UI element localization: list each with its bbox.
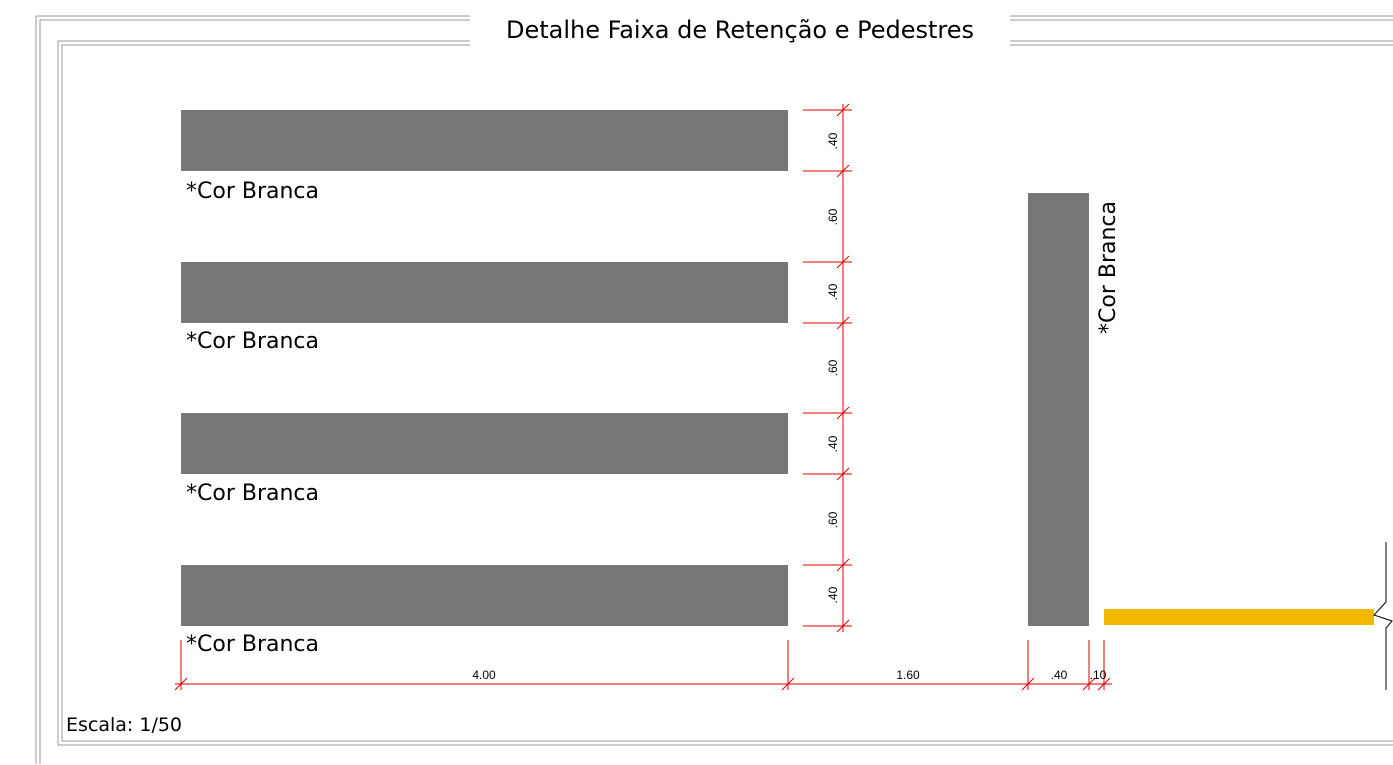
- dim-label-v5: .40: [826, 435, 840, 452]
- crosswalk-stripe-3: [181, 413, 788, 474]
- curb: [1104, 609, 1374, 625]
- dim-label-v4: .60: [826, 359, 840, 376]
- stripe-label-3: *Cor Branca: [186, 481, 319, 506]
- break-line: [1373, 542, 1393, 690]
- dim-label-retention-width: .40: [1051, 668, 1068, 682]
- dim-label-stripe-length: 4.00: [472, 668, 496, 682]
- stripe-label-2: *Cor Branca: [186, 329, 319, 354]
- dim-label-gap: 1.60: [896, 668, 920, 682]
- dim-label-v7: .40: [826, 586, 840, 603]
- retention-label: *Cor Branca: [1096, 201, 1121, 334]
- dim-label-v1: .40: [826, 132, 840, 149]
- crosswalk-stripe-4: [181, 565, 788, 626]
- horizontal-dimension-labels: 4.00 1.60 .40 .10: [472, 668, 1106, 682]
- crosswalk-stripe-1: [181, 110, 788, 171]
- vertical-dimension-labels: .40 .60 .40 .60 .40 .60 .40: [826, 132, 840, 603]
- crosswalk-stripes: [181, 110, 788, 626]
- crosswalk-stripe-2: [181, 262, 788, 323]
- horizontal-dimension: [174, 640, 1112, 691]
- scale-label: Escala: 1/50: [66, 714, 183, 736]
- title-background: [470, 12, 1010, 52]
- dim-label-v2: .60: [826, 208, 840, 225]
- drawing-title: Detalhe Faixa de Retenção e Pedestres: [505, 16, 975, 44]
- dim-label-offset: .10: [1090, 668, 1107, 682]
- dim-label-v6: .60: [826, 511, 840, 528]
- retention-line: [1028, 193, 1089, 626]
- dim-label-v3: .40: [826, 283, 840, 300]
- stripe-label-1: *Cor Branca: [186, 179, 319, 204]
- vertical-dimension: [803, 103, 852, 633]
- stripe-label-4: *Cor Branca: [186, 632, 319, 657]
